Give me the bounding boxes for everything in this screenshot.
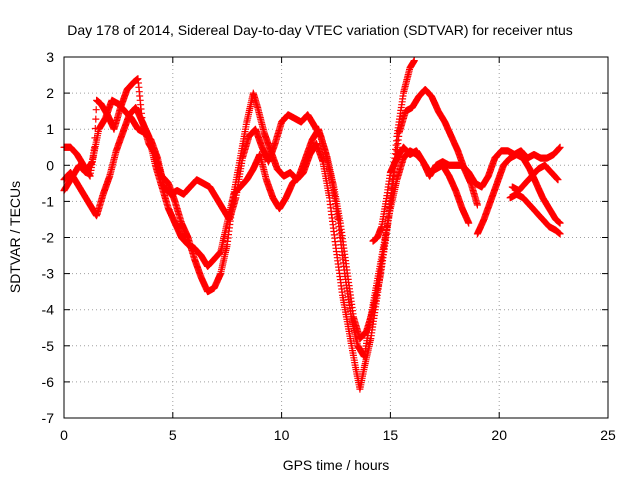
x-tick-label: 5	[169, 427, 177, 443]
x-axis-label: GPS time / hours	[283, 457, 390, 473]
chart-title: Day 178 of 2014, Sidereal Day-to-day VTE…	[67, 22, 573, 38]
data-point	[473, 201, 481, 209]
data-point	[92, 106, 100, 114]
y-tick-label: -2	[42, 230, 55, 246]
x-tick-label: 10	[274, 427, 290, 443]
y-axis-label: SDTVAR / TECUs	[7, 181, 23, 293]
x-tick-label: 0	[60, 427, 68, 443]
y-tick-label: 1	[46, 121, 54, 137]
y-tick-label: -5	[42, 338, 55, 354]
x-tick-label: 25	[600, 427, 616, 443]
y-tick-label: -4	[42, 302, 55, 318]
data-points	[60, 57, 564, 393]
data-point	[410, 57, 418, 65]
data-point	[92, 115, 100, 123]
grid	[64, 57, 608, 418]
y-tick-label: 0	[46, 157, 54, 173]
series-4	[369, 143, 564, 245]
y-tick-label: -6	[42, 374, 55, 390]
y-tick-label: -3	[42, 266, 55, 282]
series-1	[60, 57, 418, 393]
y-tick-label: 2	[46, 85, 54, 101]
y-tick-label: -7	[42, 410, 55, 426]
y-tick-label: 3	[46, 49, 54, 65]
x-tick-label: 20	[491, 427, 507, 443]
axis-ticks: 0 5 10 15 20 25 -7 -6 -5 -4 -3 -2 -1 0 1 2 3	[42, 49, 616, 443]
x-tick-label: 15	[383, 427, 399, 443]
y-tick-label: -1	[42, 193, 55, 209]
